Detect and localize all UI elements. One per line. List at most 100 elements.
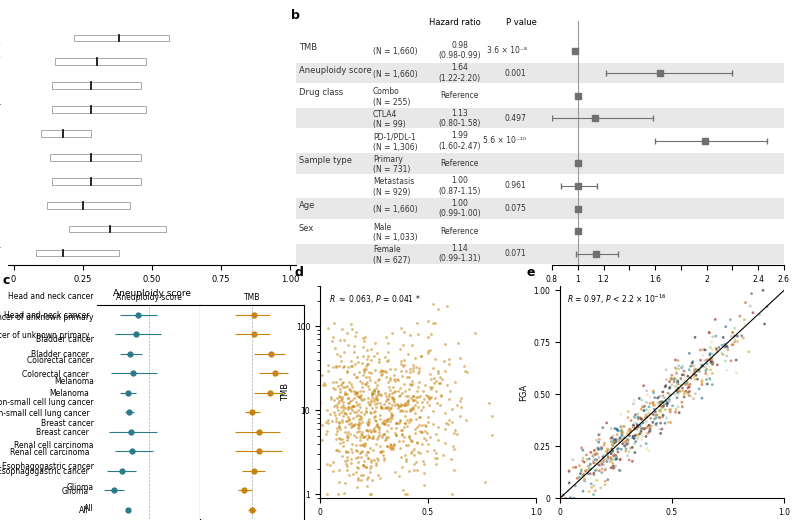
Point — [411, 447, 424, 456]
Point — [351, 483, 364, 492]
Point — [651, 394, 664, 402]
Point — [349, 332, 362, 341]
Point — [336, 379, 349, 387]
Point — [431, 423, 444, 431]
Point — [334, 408, 347, 416]
Point — [360, 355, 373, 363]
Point — [396, 463, 409, 471]
Point — [343, 416, 356, 425]
Point — [634, 421, 646, 430]
Point — [657, 393, 670, 401]
Point — [587, 469, 600, 478]
Point — [422, 392, 435, 400]
Point — [442, 355, 455, 364]
Point — [394, 345, 406, 354]
Point — [406, 392, 419, 401]
Point — [604, 448, 617, 457]
Point — [338, 390, 351, 399]
Point — [364, 369, 377, 377]
Point — [342, 399, 355, 407]
Point — [372, 455, 385, 464]
Point — [421, 398, 434, 406]
Point — [647, 387, 660, 395]
Point — [382, 378, 394, 386]
Point — [347, 393, 360, 402]
Point — [582, 466, 594, 474]
Point — [616, 431, 629, 439]
Point — [643, 427, 656, 436]
Point — [701, 365, 714, 374]
Point — [656, 398, 669, 406]
Point — [358, 441, 370, 450]
Point — [354, 377, 366, 385]
Point — [394, 367, 407, 375]
Point — [693, 366, 706, 374]
Point — [406, 380, 418, 388]
Point — [610, 437, 622, 446]
Point — [408, 408, 421, 417]
Point — [332, 418, 345, 426]
Point — [618, 441, 631, 450]
Point — [362, 417, 374, 425]
Point — [368, 413, 381, 421]
Point — [346, 325, 358, 333]
Point — [350, 373, 363, 381]
Point — [669, 356, 682, 364]
Point — [407, 367, 420, 375]
Point — [398, 328, 410, 336]
Point — [344, 445, 357, 453]
Point — [620, 445, 633, 453]
Point — [341, 465, 354, 474]
Point — [370, 417, 382, 426]
Point — [354, 432, 366, 441]
Point — [642, 421, 655, 429]
Point — [362, 420, 374, 428]
Point — [606, 440, 618, 449]
Text: $R$ $\approx$ 0.063, $P$ = 0.041 *: $R$ $\approx$ 0.063, $P$ = 0.041 * — [329, 293, 421, 305]
Point — [382, 443, 395, 451]
Point — [387, 370, 400, 379]
Point — [449, 426, 462, 435]
Point — [422, 316, 434, 325]
Point — [424, 374, 437, 383]
Point — [336, 325, 349, 333]
Point — [422, 440, 434, 448]
Point — [394, 444, 406, 452]
Point — [664, 408, 677, 416]
Point — [718, 341, 730, 350]
Point — [347, 387, 360, 395]
Point — [595, 469, 608, 477]
Point — [365, 457, 378, 466]
Point — [605, 453, 618, 462]
Point — [717, 333, 730, 342]
Point — [426, 364, 439, 373]
Point — [348, 341, 361, 350]
Point — [356, 418, 369, 426]
Point — [326, 337, 338, 346]
Point — [636, 432, 649, 440]
Point — [389, 387, 402, 395]
Point — [626, 422, 639, 431]
Text: Drug class: Drug class — [298, 89, 343, 98]
Text: Esophagogastric cancer: Esophagogastric cancer — [2, 462, 94, 471]
Point — [334, 385, 346, 393]
Point — [410, 392, 422, 401]
Point — [359, 450, 372, 459]
Point — [701, 356, 714, 364]
Point — [676, 370, 689, 379]
Point — [350, 353, 363, 361]
Point — [447, 445, 460, 453]
Point — [330, 363, 342, 371]
Point — [382, 402, 394, 411]
Point — [341, 413, 354, 422]
Point — [586, 452, 599, 460]
Point — [697, 351, 710, 359]
Point — [593, 453, 606, 462]
Point — [408, 429, 421, 437]
Point — [363, 444, 376, 452]
Point — [430, 399, 443, 408]
Point — [397, 362, 410, 370]
Point — [378, 403, 391, 412]
Point — [725, 332, 738, 341]
Point — [379, 391, 392, 400]
